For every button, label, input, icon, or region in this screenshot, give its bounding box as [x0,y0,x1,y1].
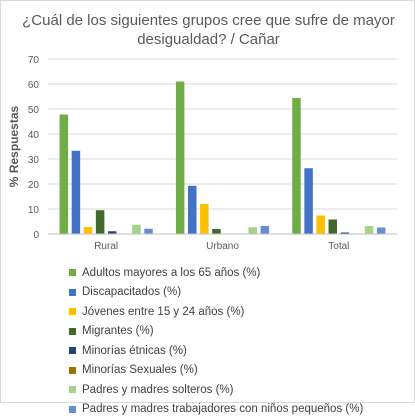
bar [96,210,105,234]
legend-swatch [69,308,76,315]
legend-item: Adultos mayores a los 65 años (%) [69,263,409,283]
bar [72,151,81,234]
legend-swatch [69,367,76,374]
y-tick-label: 30 [28,155,40,166]
legend-swatch [69,406,76,413]
legend-label: Padres y madres trabajadores con niños p… [82,403,363,415]
legend-item: Migrantes (%) [69,322,409,342]
bar [84,227,93,234]
legend-item: Minorías étnicas (%) [69,341,409,361]
bar [132,225,141,234]
y-tick-label: 50 [28,105,40,116]
legend-item: Padres y madres trabajadores con niños p… [69,400,409,419]
legend-swatch [69,328,76,335]
x-tick-label: Urbano [206,241,239,252]
legend: Adultos mayores a los 65 años (%) Discapa… [69,263,409,419]
legend-swatch [69,347,76,354]
legend-swatch [69,386,76,393]
bar [365,226,374,234]
legend-swatch [69,289,76,296]
legend-label: Jóvenes entre 15 y 24 años (%) [82,306,244,318]
y-tick-label: 60 [28,80,40,91]
legend-label: Migrantes (%) [82,325,154,337]
bar [188,186,197,234]
legend-label: Adultos mayores a los 65 años (%) [82,267,260,279]
bar [60,115,69,235]
bar [329,220,338,235]
bar [377,228,386,235]
y-tick-label: 0 [33,230,39,241]
legend-item: Padres y madres solteros (%) [69,380,409,400]
bar [249,227,258,234]
legend-swatch [69,269,76,276]
bar [212,229,221,234]
legend-item: Minorías Sexuales (%) [69,361,409,381]
y-axis-label: % Respuestas [7,105,21,187]
y-tick-label: 20 [28,180,40,191]
y-tick-label: 40 [28,130,40,141]
legend-label: Minorías Sexuales (%) [82,364,198,376]
bar [200,204,209,234]
bar [176,82,185,235]
x-tick-label: Total [328,241,349,252]
legend-item: Jóvenes entre 15 y 24 años (%) [69,302,409,322]
bar [144,229,153,234]
y-tick-label: 70 [28,55,40,66]
legend-item: Discapacitados (%) [69,283,409,303]
bar [304,168,313,234]
bar [292,98,301,234]
y-tick-label: 10 [28,205,40,216]
chart-area: ¿Cuál de los siguientes grupos cree que … [0,0,415,403]
legend-label: Discapacitados (%) [82,286,181,298]
x-tick-label: Rural [94,241,118,252]
bar [316,216,325,235]
bar [261,226,270,234]
legend-label: Minorías étnicas (%) [82,345,187,357]
legend-label: Padres y madres solteros (%) [82,384,233,396]
